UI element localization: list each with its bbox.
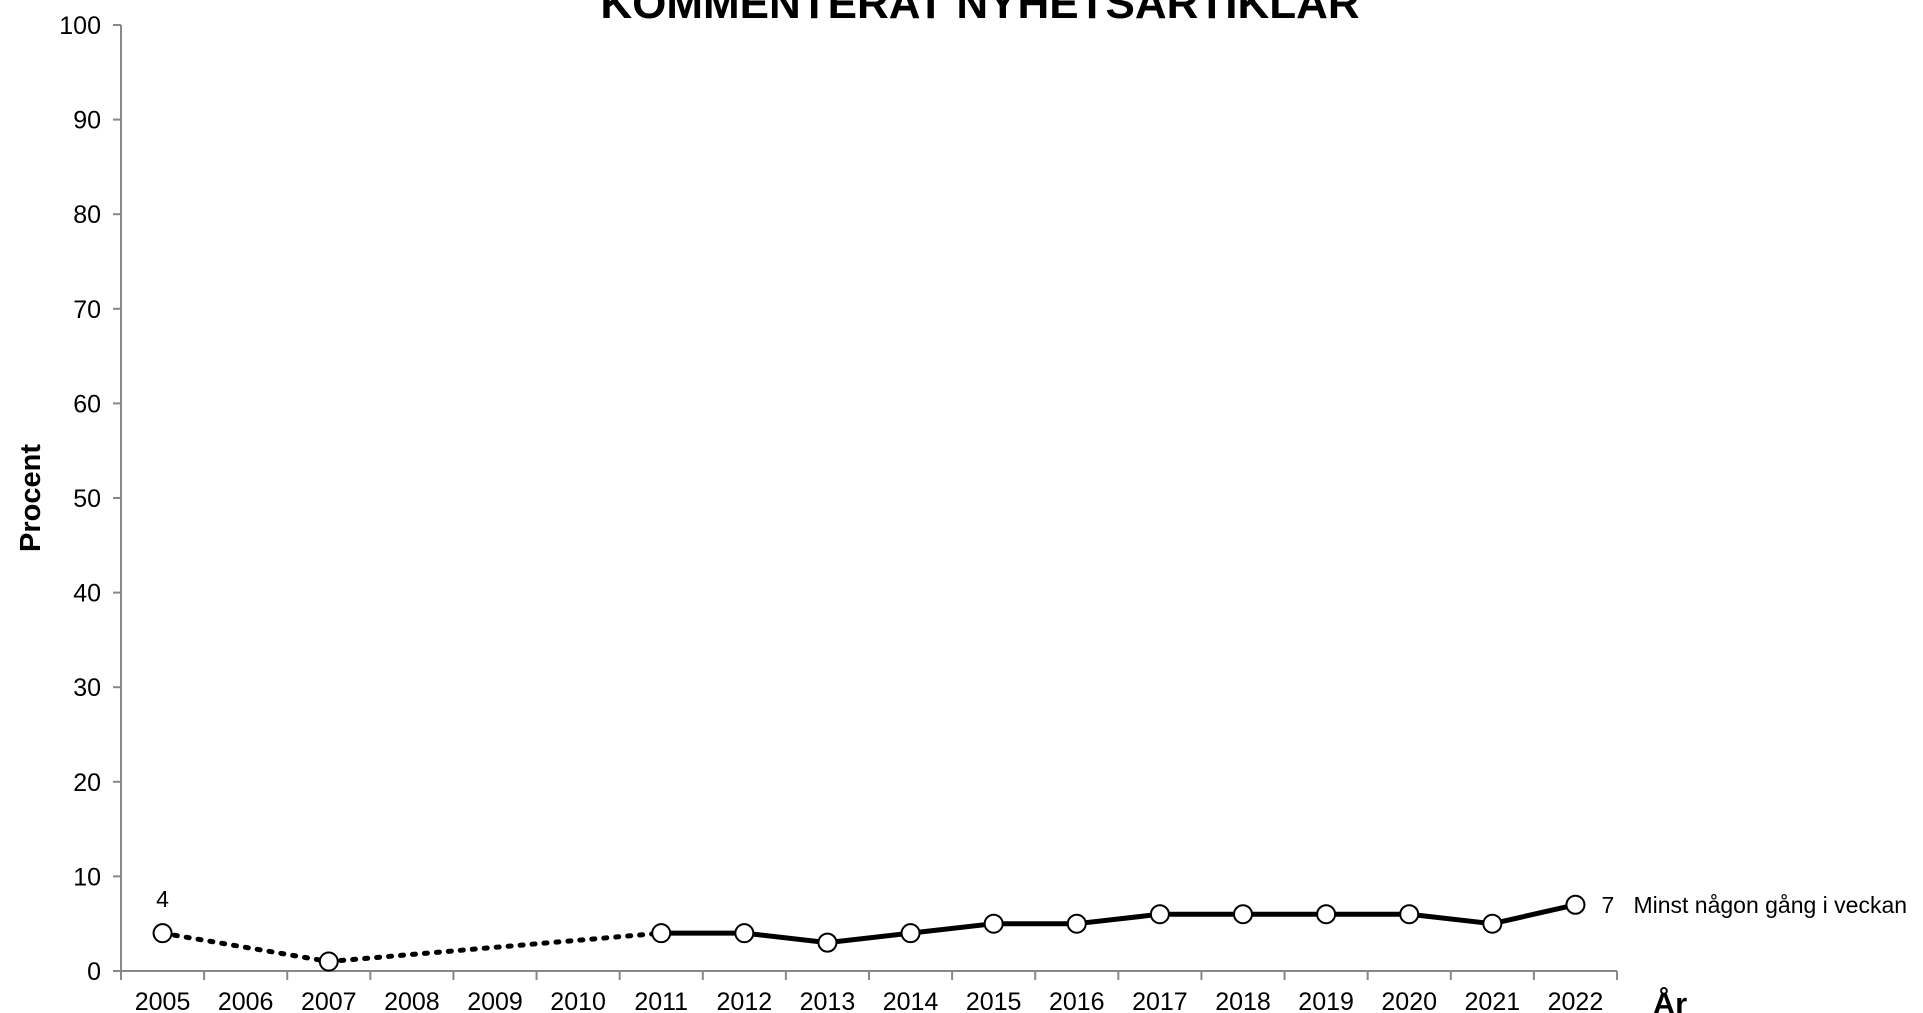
x-tick-label: 2015 bbox=[966, 988, 1022, 1013]
x-tick-label: 2014 bbox=[883, 988, 939, 1013]
data-point-2019 bbox=[1316, 904, 1337, 925]
y-tick-label: 70 bbox=[73, 296, 101, 324]
x-tick-label: 2007 bbox=[301, 988, 357, 1013]
y-tick-label: 10 bbox=[73, 863, 101, 891]
x-tick-label: 2019 bbox=[1298, 988, 1354, 1013]
x-tick-label: 2011 bbox=[634, 988, 688, 1013]
x-tick-label: 2021 bbox=[1465, 988, 1521, 1013]
data-point-2012 bbox=[734, 923, 755, 944]
y-axis-label: Procent bbox=[15, 444, 47, 552]
data-point-2016 bbox=[1066, 913, 1087, 934]
y-tick-label: 60 bbox=[73, 390, 101, 418]
y-tick-label: 90 bbox=[73, 107, 101, 135]
x-tick-label: 2022 bbox=[1548, 988, 1604, 1013]
chart-title: KOMMENTERAT NYHETSARTIKLAR bbox=[600, 0, 1359, 28]
x-tick-label: 2012 bbox=[717, 988, 773, 1013]
data-point-2015 bbox=[983, 913, 1004, 934]
y-tick-label: 20 bbox=[73, 769, 101, 797]
x-tick-label: 2008 bbox=[384, 988, 440, 1013]
y-tick-label: 0 bbox=[87, 958, 101, 986]
series-markers bbox=[152, 894, 1586, 972]
data-point-2018 bbox=[1233, 904, 1253, 925]
data-point-2020 bbox=[1399, 904, 1420, 925]
y-tick-label: 30 bbox=[73, 674, 101, 702]
x-tick-label: 2020 bbox=[1381, 988, 1437, 1013]
x-tick-label: 2005 bbox=[135, 988, 191, 1013]
data-point-2011 bbox=[651, 923, 672, 944]
series-line bbox=[661, 902, 1576, 946]
series-segment-dotted bbox=[326, 930, 664, 965]
data-labels: 4 7 Minst någon gång i veckan bbox=[156, 886, 1907, 918]
axes: 0 10 20 30 40 50 60 70 80 90 100 2005 2006 2007 2008 20… bbox=[59, 12, 1618, 1013]
x-tick-label: 2016 bbox=[1049, 988, 1105, 1013]
x-tick-label: 2006 bbox=[218, 988, 274, 1013]
y-tick-label: 40 bbox=[73, 580, 101, 608]
data-point-2017 bbox=[1149, 904, 1170, 925]
x-tick-label: 2018 bbox=[1215, 988, 1271, 1013]
x-tick-label: 2010 bbox=[550, 988, 606, 1013]
x-tick-label: 2017 bbox=[1132, 988, 1188, 1013]
y-tick-label: 80 bbox=[73, 201, 101, 229]
y-tick-label: 50 bbox=[73, 485, 101, 513]
x-tick-label: 2009 bbox=[467, 988, 523, 1013]
data-point-2013 bbox=[817, 932, 838, 953]
data-point-2005 bbox=[152, 923, 173, 944]
data-label-2005: 4 bbox=[156, 886, 169, 912]
x-axis-label: År bbox=[1653, 986, 1687, 1013]
data-label-2022: 7 bbox=[1601, 892, 1614, 918]
series-lines bbox=[160, 902, 1576, 965]
series-name-label: Minst någon gång i veckan bbox=[1633, 892, 1907, 918]
data-point-2007 bbox=[318, 951, 339, 972]
x-tick-label: 2013 bbox=[800, 988, 856, 1013]
data-point-2021 bbox=[1482, 913, 1503, 934]
series-segment-dotted bbox=[160, 930, 332, 965]
data-point-2014 bbox=[900, 923, 921, 944]
y-tick-label: 100 bbox=[59, 12, 101, 40]
data-point-2022 bbox=[1565, 894, 1586, 915]
